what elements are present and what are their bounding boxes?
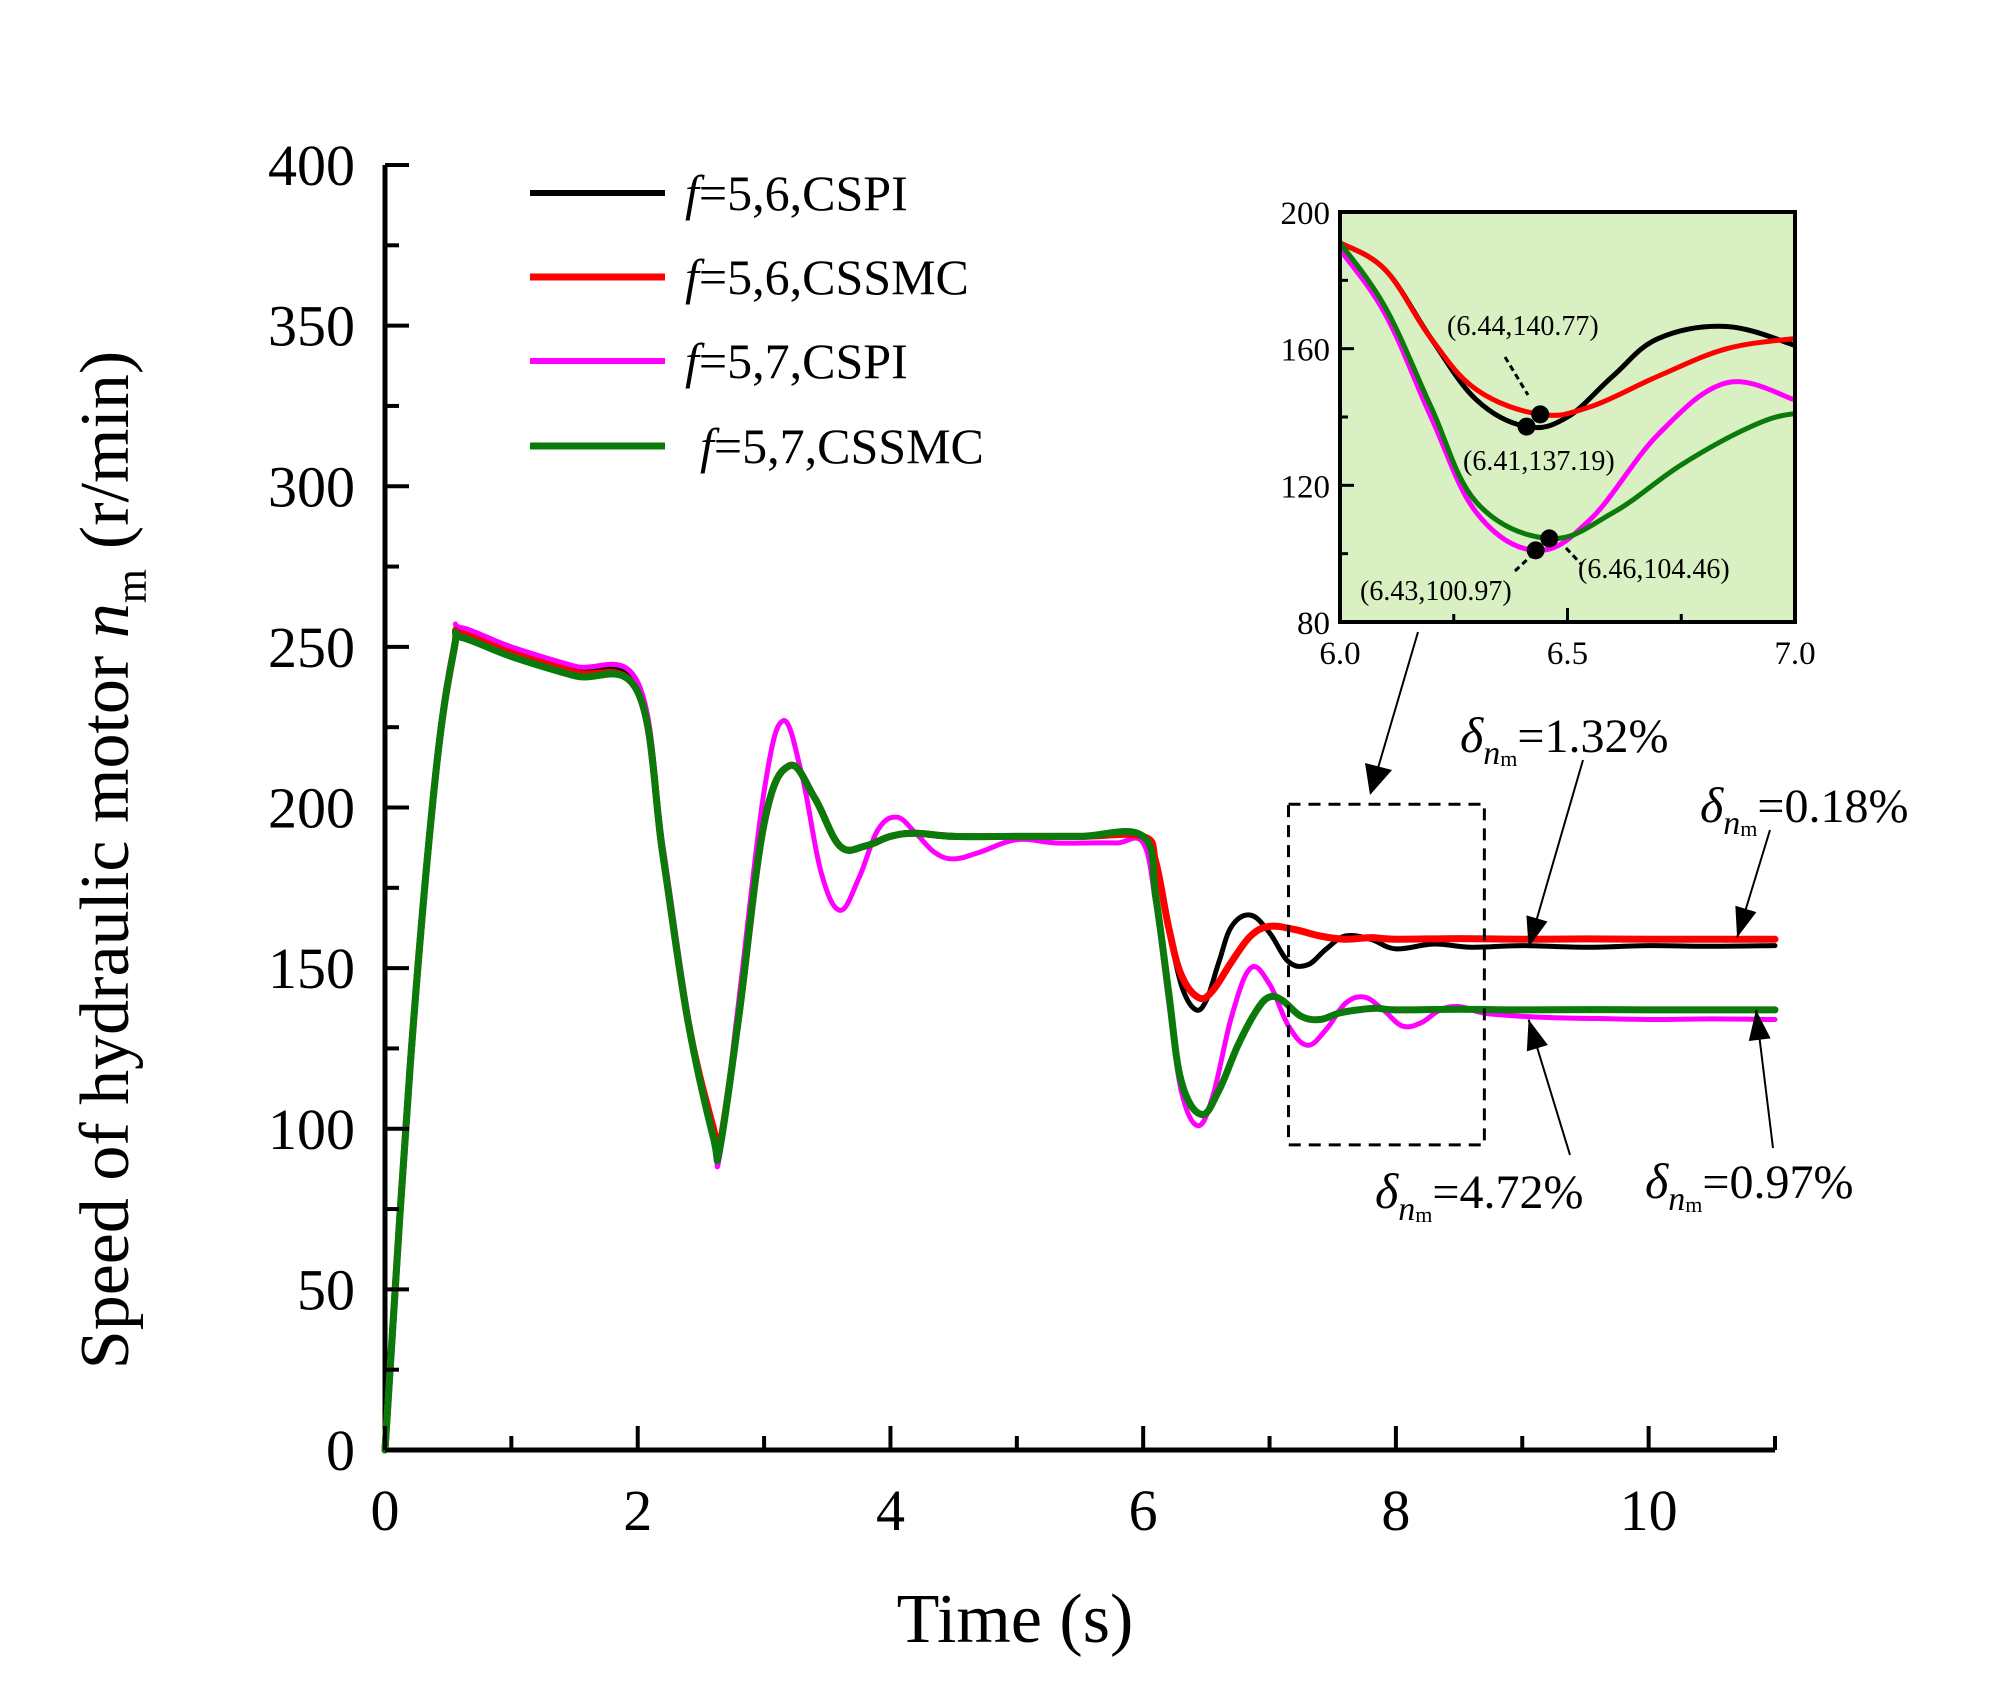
y-tick-label: 0	[326, 1418, 355, 1483]
inset-y-tick-label: 80	[1297, 606, 1330, 642]
annotation-arrow-head	[1735, 905, 1757, 938]
inset-x-tick-label: 6.0	[1319, 636, 1360, 672]
inset-point-marker	[1517, 417, 1536, 436]
y-tick-label: 350	[268, 294, 355, 359]
annotations: δnm=1.32%δnm=0.18%δnm=4.72% δnm=0.97%	[1375, 707, 1908, 1228]
delta-value: =4.72%	[1432, 1166, 1583, 1219]
y-tick-label: 150	[268, 936, 355, 1001]
inset-point-marker	[1540, 529, 1559, 548]
inset-y-tick-label: 160	[1281, 333, 1331, 369]
inset-point-marker	[1531, 405, 1550, 424]
delta-value: =1.32%	[1517, 710, 1668, 763]
delta-symbol: δ	[1700, 777, 1724, 833]
inset-x-tick-label: 7.0	[1774, 636, 1815, 672]
inset-x-tick-label: 6.5	[1547, 636, 1588, 672]
inset-y-tick-label: 200	[1281, 196, 1331, 232]
delta-subsub: m	[1415, 1202, 1432, 1227]
x-tick-label: 6	[1129, 1478, 1158, 1543]
inset-point-leader	[1513, 553, 1534, 573]
delta-subsub: m	[1685, 1192, 1702, 1217]
y-tick-label: 250	[268, 615, 355, 680]
legend-label-s56smc: f=5,6,CSSMC	[685, 249, 969, 305]
delta-sub: n	[1483, 735, 1500, 772]
x-tick-label: 0	[371, 1478, 400, 1543]
main-series	[381, 621, 1779, 1454]
delta-subsub: m	[1740, 816, 1757, 841]
zoom-arrow-line	[1377, 631, 1419, 769]
zoom-arrow-head	[1365, 763, 1392, 795]
y-axis-title-var: n	[67, 603, 144, 638]
delta-symbol: δ	[1645, 1153, 1669, 1209]
inset-y-tick-label: 120	[1281, 469, 1331, 505]
delta-label-a2: δnm=0.18%	[1700, 777, 1908, 842]
y-tick-label: 400	[268, 133, 355, 198]
zoom-group	[1287, 631, 1486, 1147]
legend: f=5,6,CSPI f=5,6,CSSMC f=5,7,CSPI f=5,7,CSS…	[530, 165, 984, 474]
annotation-arrow-line	[1527, 759, 1584, 948]
x-tick-label: 10	[1620, 1478, 1678, 1543]
x-axis-title: Time (s)	[897, 1581, 1134, 1658]
delta-sub: n	[1668, 1181, 1685, 1218]
inset-point-leader	[1503, 356, 1530, 396]
y-axis-title-sub: m	[107, 569, 156, 603]
legend-rest-s56smc: =5,6,CSSMC	[699, 249, 969, 305]
x-tick-label: 2	[623, 1478, 652, 1543]
inset-point-label: (6.46,104.46)	[1578, 554, 1730, 585]
legend-label-s57smc: f=5,7,CSSMC	[700, 418, 984, 474]
delta-label-a3: δnm=4.72%	[1375, 1163, 1583, 1228]
y-axis-title: Speed of hydraulic motor nm (r/min)	[67, 351, 156, 1369]
zoom-box	[1287, 802, 1486, 1147]
annotation-arrow-head	[1526, 915, 1548, 948]
delta-sub: n	[1723, 805, 1740, 842]
x-tick-label: 4	[876, 1478, 905, 1543]
legend-rest-s57smc: =5,7,CSSMC	[714, 418, 984, 474]
y-axis-title-unit: (r/min)	[67, 351, 144, 549]
delta-symbol: δ	[1460, 707, 1484, 763]
inset-point-label: (6.43,100.97)	[1360, 576, 1512, 607]
legend-rest-s57pi: =5,7,CSPI	[699, 333, 908, 389]
delta-label-a4: δnm=0.97%	[1645, 1153, 1853, 1218]
delta-value: =0.18%	[1757, 780, 1908, 833]
delta-label-a1: δnm=1.32%	[1460, 707, 1668, 772]
series-line-s57smc	[381, 628, 1779, 1454]
inset-point-label: (6.44,140.77)	[1447, 311, 1599, 342]
delta-symbol: δ	[1375, 1163, 1399, 1219]
legend-label-s56pi: f=5,6,CSPI	[685, 165, 908, 221]
delta-sub: n	[1398, 1191, 1415, 1228]
inset: 6.0 6.5 7.0 80 120 160 200 (6.44,140.77) (6.41,1…	[1281, 196, 1816, 672]
x-tick-label: 8	[1381, 1478, 1410, 1543]
legend-rest-s56pi: =5,6,CSPI	[699, 165, 908, 221]
inset-point-leader	[1564, 546, 1584, 567]
delta-value: =0.97%	[1702, 1156, 1853, 1209]
legend-label-s57pi: f=5,7,CSPI	[685, 333, 908, 389]
annotation-arrow-head	[1526, 1019, 1548, 1052]
y-tick-label: 200	[268, 776, 355, 841]
inset-point-label: (6.41,137.19)	[1463, 446, 1615, 477]
y-axis-title-prefix: Speed of hydraulic motor	[67, 638, 144, 1369]
y-tick-label: 100	[268, 1097, 355, 1162]
inset-series-line-s57smc	[1340, 241, 1795, 541]
annotation-arrow-head	[1748, 1009, 1771, 1042]
y-tick-label: 50	[297, 1257, 355, 1322]
delta-subsub: m	[1500, 746, 1517, 771]
y-tick-label: 300	[268, 454, 355, 519]
